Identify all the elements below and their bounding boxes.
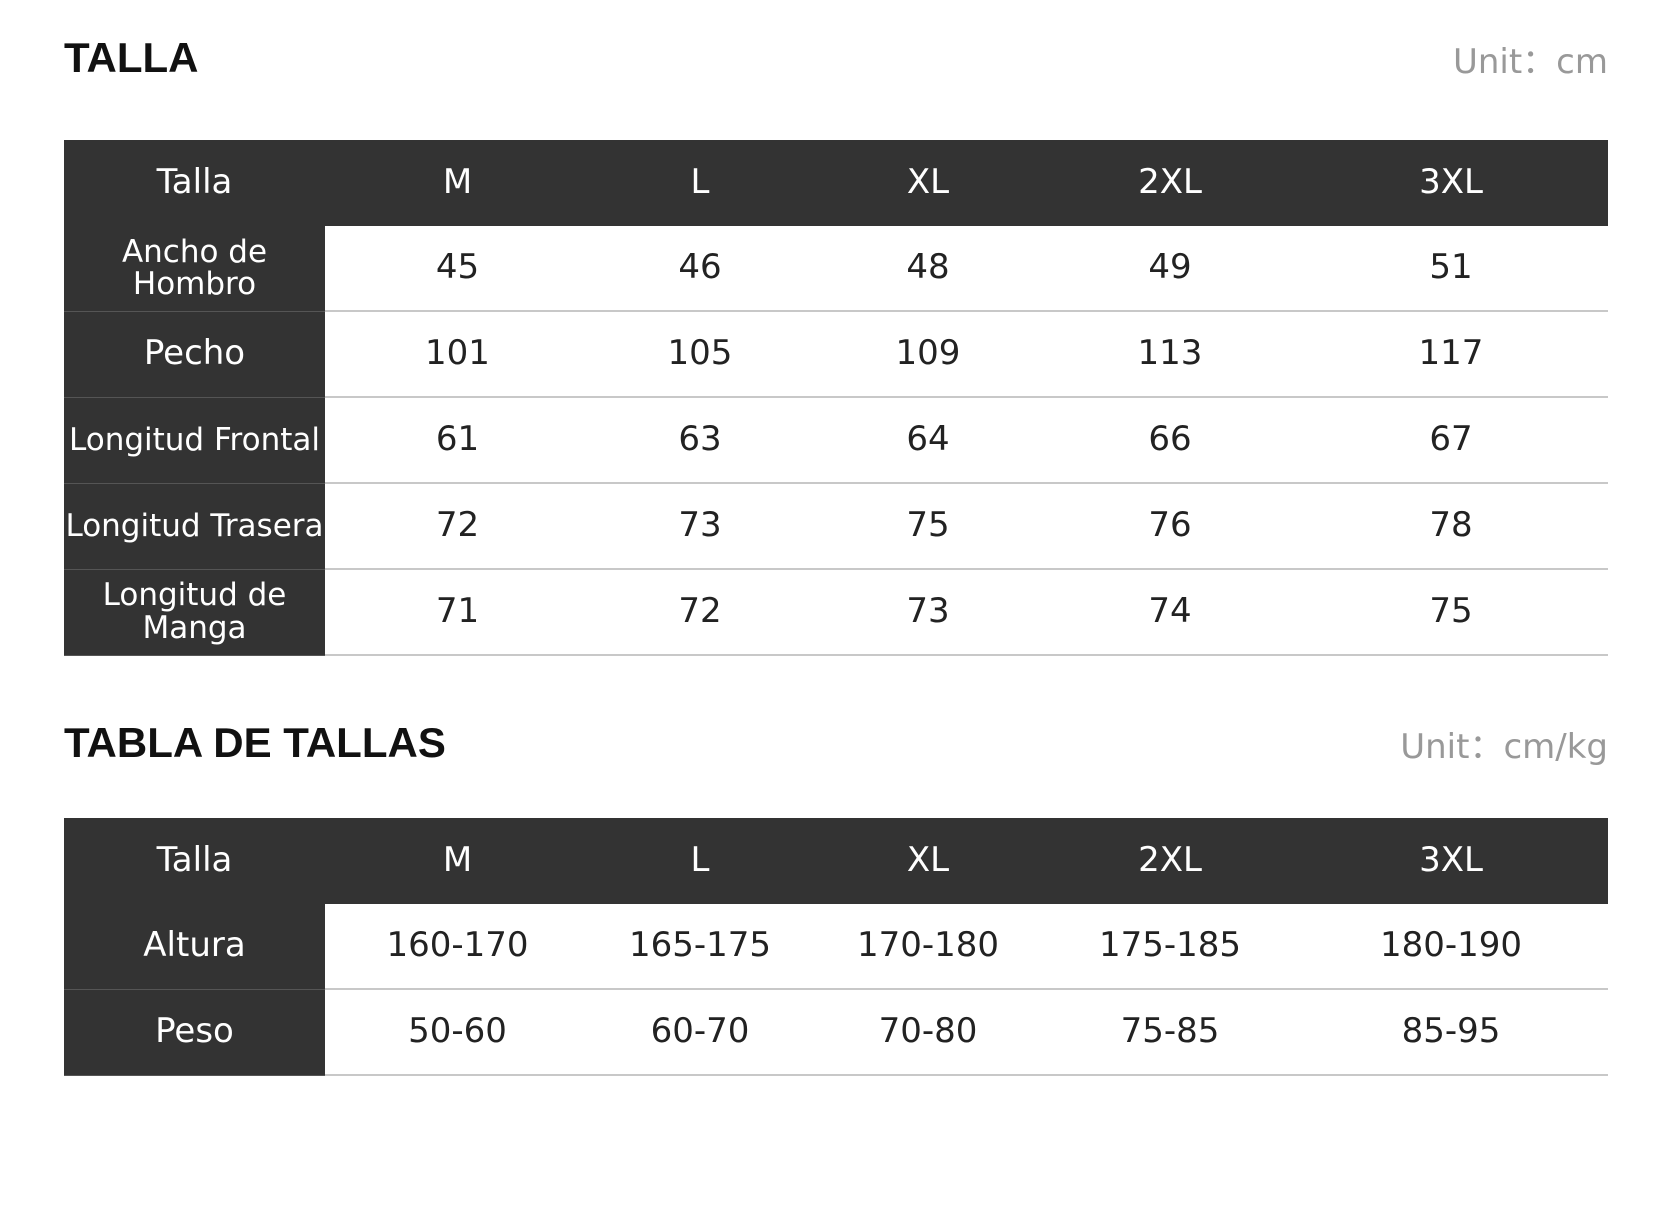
value-cell: 48 [810, 226, 1046, 312]
table-body: Altura 160-170 165-175 170-180 175-185 180-19… [64, 904, 1608, 1076]
header-cell: M [325, 140, 590, 226]
table-row: Pecho 101 105 109 113 117 [64, 311, 1608, 398]
table-row: Longitud Trasera 72 73 75 76 78 [64, 483, 1608, 570]
value-cell: 72 [325, 483, 590, 570]
value-cell: 113 [1046, 311, 1294, 398]
value-cell: 74 [1046, 569, 1294, 656]
unit-label: Unit：cm/kg [1400, 726, 1608, 767]
row-header: Ancho de Hombro [64, 226, 325, 312]
value-cell: 75 [810, 483, 1046, 570]
value-cell: 180-190 [1294, 904, 1608, 990]
value-cell: 64 [810, 397, 1046, 484]
header-cell: M [325, 818, 590, 904]
value-cell: 60-70 [590, 989, 810, 1076]
header-row: Talla M L XL 2XL 3XL [64, 140, 1608, 226]
value-cell: 63 [590, 397, 810, 484]
value-cell: 73 [810, 569, 1046, 656]
value-cell: 75-85 [1046, 989, 1294, 1076]
row-header: Pecho [64, 311, 325, 398]
value-cell: 78 [1294, 483, 1608, 570]
value-cell: 50-60 [325, 989, 590, 1076]
header-cell: Talla [64, 140, 325, 226]
value-cell: 67 [1294, 397, 1608, 484]
row-header: Altura [64, 904, 325, 990]
row-header: Longitud Frontal [64, 397, 325, 484]
value-cell: 45 [325, 226, 590, 312]
row-header: Longitud de Manga [64, 569, 325, 656]
section-header: TALLA Unit：cm [64, 28, 1608, 88]
section-title: TALLA [64, 34, 199, 81]
header-cell: L [590, 140, 810, 226]
value-cell: 175-185 [1046, 904, 1294, 990]
table-row: Longitud Frontal 61 63 64 66 67 [64, 397, 1608, 484]
header-cell: L [590, 818, 810, 904]
table-body: Ancho de Hombro 45 46 48 49 51 Pecho 101 105 109 1… [64, 226, 1608, 656]
row-header: Peso [64, 989, 325, 1076]
value-cell: 71 [325, 569, 590, 656]
row-header: Longitud Trasera [64, 483, 325, 570]
value-cell: 61 [325, 397, 590, 484]
value-cell: 105 [590, 311, 810, 398]
value-cell: 117 [1294, 311, 1608, 398]
size-table: Talla M L XL 2XL 3XL Altura 160-170 165-175 170-1… [64, 818, 1608, 1076]
header-cell: Talla [64, 818, 325, 904]
value-cell: 85-95 [1294, 989, 1608, 1076]
section-title: TABLA DE TALLAS [64, 719, 446, 766]
value-cell: 72 [590, 569, 810, 656]
table-row: Altura 160-170 165-175 170-180 175-185 180-19… [64, 904, 1608, 990]
unit-label: Unit：cm [1452, 41, 1608, 82]
value-cell: 75 [1294, 569, 1608, 656]
value-cell: 46 [590, 226, 810, 312]
value-cell: 51 [1294, 226, 1608, 312]
header-cell: 3XL [1294, 140, 1608, 226]
header-cell: XL [810, 818, 1046, 904]
header-cell: 2XL [1046, 140, 1294, 226]
value-cell: 70-80 [810, 989, 1046, 1076]
size-table: Talla M L XL 2XL 3XL Ancho de Hombro 45 46 48 49 51… [64, 140, 1608, 656]
value-cell: 165-175 [590, 904, 810, 990]
value-cell: 109 [810, 311, 1046, 398]
table-row: Peso 50-60 60-70 70-80 75-85 85-95 [64, 989, 1608, 1076]
value-cell: 76 [1046, 483, 1294, 570]
header-cell: XL [810, 140, 1046, 226]
value-cell: 170-180 [810, 904, 1046, 990]
header-cell: 3XL [1294, 818, 1608, 904]
value-cell: 101 [325, 311, 590, 398]
value-cell: 66 [1046, 397, 1294, 484]
header-cell: 2XL [1046, 818, 1294, 904]
header-row: Talla M L XL 2XL 3XL [64, 818, 1608, 904]
value-cell: 160-170 [325, 904, 590, 990]
table-row: Ancho de Hombro 45 46 48 49 51 [64, 226, 1608, 312]
table-head: Talla M L XL 2XL 3XL [64, 818, 1608, 904]
table-head: Talla M L XL 2XL 3XL [64, 140, 1608, 226]
section-header: TABLA DE TALLAS Unit：cm/kg [64, 713, 1608, 773]
value-cell: 73 [590, 483, 810, 570]
value-cell: 49 [1046, 226, 1294, 312]
table-row: Longitud de Manga 71 72 73 74 75 [64, 569, 1608, 656]
